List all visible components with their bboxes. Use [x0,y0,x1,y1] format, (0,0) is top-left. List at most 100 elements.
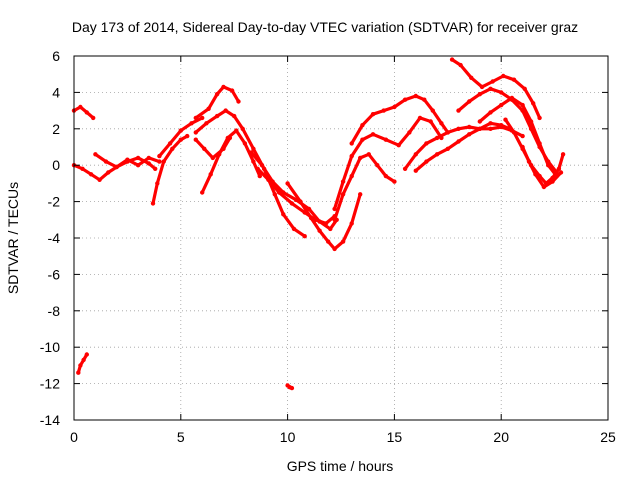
series-arc-23 [76,352,90,375]
data-point [93,152,98,157]
data-point [349,153,354,159]
data-point [78,363,83,368]
data-point [240,126,245,131]
y-tick-label: 0 [52,157,60,173]
data-point [537,115,542,121]
data-point [157,153,162,159]
data-point [424,141,429,146]
data-point [509,95,515,101]
data-point [91,115,96,121]
data-point [88,172,94,177]
data-line [76,352,89,375]
series-arc-1 [71,104,96,121]
data-point [445,146,450,151]
data-point [185,133,190,139]
data-point [520,133,525,139]
data-point [249,150,254,155]
series-arc-7 [193,108,307,239]
data-point [251,146,256,151]
data-point [281,212,286,217]
data-point [445,130,450,135]
data-point [381,108,386,113]
series-arc-9 [200,128,262,195]
data-point [396,143,401,148]
y-tick-label: -12 [40,376,60,392]
data-point [232,113,237,119]
data-point [340,192,346,197]
data-point [332,217,337,222]
data-point [366,152,371,157]
data-point [208,172,213,177]
series-arc-3 [93,152,162,170]
data-point [202,146,207,151]
data-point [456,108,461,113]
data-point [499,123,504,128]
data-point [206,106,211,112]
data-point [155,181,160,186]
data-point [413,168,418,173]
data-point [193,115,198,121]
data-point [210,155,215,161]
y-tick-label: -10 [40,339,60,355]
data-point [541,184,547,190]
series-layer [71,57,566,391]
data-point [229,88,235,93]
data-point [360,137,365,142]
data-point [413,93,418,99]
data-point [114,164,119,170]
data-point [81,357,86,363]
data-line [450,57,542,120]
data-point [422,97,427,102]
data-point [242,141,248,146]
data-point [78,104,83,110]
data-point [556,166,562,171]
data-point [370,132,376,137]
data-point [528,119,534,124]
data-point [467,99,472,104]
x-tick-label: 20 [493,429,509,445]
data-point [424,159,429,164]
data-point [456,126,461,131]
data-point [533,172,538,177]
series-arc-5 [157,115,205,159]
data-point [526,159,532,164]
y-tick-label: -2 [48,194,61,210]
data-point [349,221,354,226]
data-point [332,206,337,212]
data-point [125,157,130,162]
data-point [522,86,527,92]
data-point [225,135,230,141]
data-point [477,126,482,131]
data-point [520,102,525,108]
data-point [531,101,536,106]
data-point [157,159,162,164]
data-point [236,99,241,104]
data-point [402,97,408,102]
series-arc-17 [413,121,512,173]
data-line [414,121,512,173]
data-point [520,144,525,150]
data-point [298,199,303,204]
series-arc-24 [285,383,295,391]
data-point [469,75,474,81]
data-point [488,121,493,126]
data-point [259,163,265,168]
data-point [217,152,222,157]
data-point [458,62,463,68]
data-point [550,179,555,184]
grid-lines [74,56,608,420]
data-point [537,141,542,146]
y-tick-label: 4 [52,84,60,100]
tick-marks [73,55,609,421]
data-point [289,385,295,391]
data-point [178,137,183,142]
data-point [488,126,493,131]
data-point [97,177,102,182]
data-point [255,166,260,171]
data-point [402,166,408,171]
data-point [135,155,141,161]
data-point [467,124,472,130]
data-point [328,226,333,232]
